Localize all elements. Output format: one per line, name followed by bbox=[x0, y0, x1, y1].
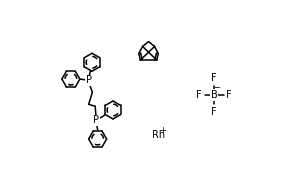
Text: +: + bbox=[159, 126, 166, 135]
Text: P: P bbox=[93, 115, 99, 125]
Text: Rh: Rh bbox=[152, 130, 165, 140]
Text: F: F bbox=[196, 90, 202, 100]
Text: F: F bbox=[226, 90, 232, 100]
Text: F: F bbox=[211, 107, 217, 117]
Text: P: P bbox=[86, 75, 92, 85]
Text: −: − bbox=[213, 83, 221, 92]
Text: B: B bbox=[211, 90, 217, 100]
Text: F: F bbox=[211, 73, 217, 83]
